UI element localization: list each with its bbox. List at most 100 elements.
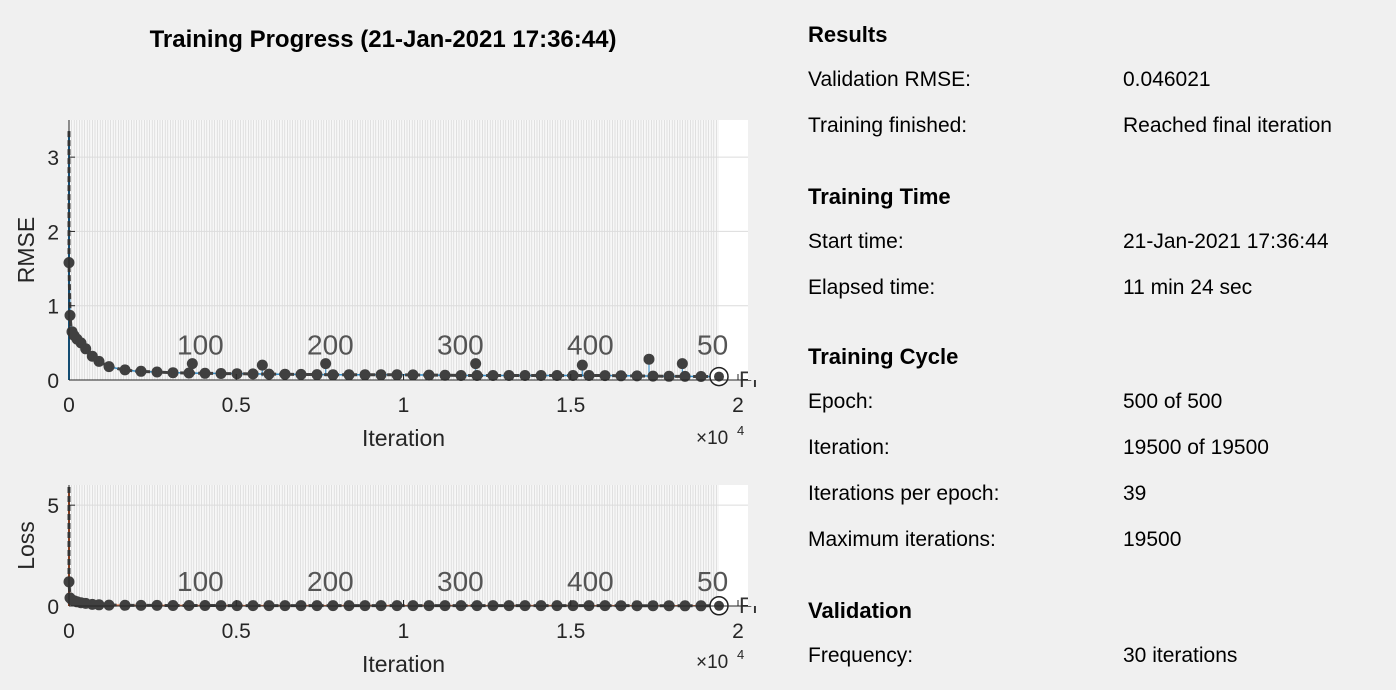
- validation-point: [343, 369, 355, 381]
- epoch-label: Epoch:: [808, 390, 874, 413]
- epoch-label: 200: [307, 330, 354, 361]
- x-tick-label: 0: [63, 394, 75, 417]
- validation-point: [535, 370, 547, 381]
- validation-point: [80, 343, 92, 355]
- iteration-label: Iteration:: [808, 436, 890, 459]
- training-charts: 10020030040050Fi00.511.520123IterationRM…: [13, 60, 790, 677]
- x-tick-label: 0: [63, 620, 75, 643]
- validation-point: [103, 599, 115, 611]
- y-axis-label: RMSE: [13, 217, 39, 283]
- validation-point: [119, 364, 131, 376]
- validation-point: [167, 367, 179, 379]
- y-tick-label: 3: [47, 147, 59, 170]
- training-time-heading: Training Time: [808, 184, 951, 209]
- validation-point: [359, 369, 371, 381]
- validation-point: [391, 369, 403, 381]
- iterations-per-epoch-value: 39: [1123, 482, 1147, 505]
- plot-area: [69, 120, 748, 380]
- x-axis-label: Iteration: [362, 651, 445, 677]
- frequency-value: 30 iterations: [1123, 644, 1238, 667]
- validation-point: [151, 366, 163, 378]
- validation-point: [135, 599, 147, 611]
- epoch-label: 100: [177, 566, 224, 597]
- x-exponent-power: 4: [737, 647, 744, 662]
- validation-point: [135, 365, 147, 377]
- results-heading: Results: [808, 22, 888, 47]
- final-point: [714, 371, 724, 382]
- x-exponent-power: 4: [737, 423, 744, 438]
- epoch-label: 100: [177, 330, 224, 361]
- validation-point: [231, 368, 243, 380]
- rmse-chart: 10020030040050Fi00.511.520123IterationRM…: [13, 60, 790, 451]
- x-exponent-label: ×10: [696, 428, 728, 449]
- validation-point: [320, 358, 332, 370]
- x-exponent-label: ×10: [696, 652, 728, 673]
- validation-point: [93, 599, 105, 611]
- validation-point: [183, 367, 195, 379]
- x-tick-label: 1: [398, 394, 410, 417]
- right-mask: [748, 425, 790, 606]
- epoch-label: 50: [697, 330, 728, 361]
- validation-point: [93, 355, 105, 367]
- validation-point: [567, 370, 579, 381]
- validation-point: [119, 599, 131, 611]
- validation-point: [679, 370, 691, 382]
- epoch-label: 300: [437, 330, 484, 361]
- validation-point: [695, 371, 707, 382]
- validation-point: [256, 359, 268, 371]
- validation-point: [615, 370, 627, 382]
- x-tick-label: 1.5: [556, 394, 585, 417]
- validation-point: [64, 309, 76, 321]
- validation-rmse-value: 0.046021: [1123, 68, 1211, 91]
- validation-point: [470, 358, 482, 370]
- validation-point: [247, 368, 259, 380]
- epoch-lines: [71, 120, 717, 380]
- right-mask: [748, 60, 790, 380]
- validation-point: [599, 370, 611, 382]
- x-tick-label: 0.5: [222, 620, 251, 643]
- validation-point: [647, 370, 659, 382]
- start-time-value: 21-Jan-2021 17:36:44: [1123, 230, 1329, 253]
- maximum-iterations-label: Maximum iterations:: [808, 528, 996, 551]
- epoch-shading: [69, 120, 719, 380]
- validation-point: [503, 370, 515, 381]
- validation-point: [676, 358, 688, 370]
- validation-point: [186, 358, 198, 370]
- y-tick-label: 2: [47, 221, 59, 244]
- validation-rmse-label: Validation RMSE:: [808, 68, 972, 91]
- validation-point: [199, 367, 211, 379]
- epoch-shading: [69, 485, 719, 606]
- x-tick-label: 2: [732, 620, 744, 643]
- epoch-label: 300: [437, 566, 484, 597]
- validation-point: [551, 370, 563, 381]
- elapsed-time-label: Elapsed time:: [808, 276, 936, 299]
- epoch-value: 500 of 500: [1123, 390, 1223, 413]
- validation-point: [311, 369, 323, 381]
- validation-point: [279, 368, 291, 380]
- epoch-lines: [71, 485, 717, 606]
- x-tick-label: 0.5: [222, 394, 251, 417]
- validation-point: [519, 370, 531, 381]
- y-axis-label: Loss: [13, 521, 39, 570]
- training-finished-value: Reached final iteration: [1123, 114, 1332, 137]
- validation-point: [375, 369, 387, 381]
- x-tick-label: 1: [398, 620, 410, 643]
- epoch-label: 200: [307, 566, 354, 597]
- validation-point: [439, 369, 451, 381]
- epoch-label: 400: [567, 566, 614, 597]
- iteration-value: 19500 of 19500: [1123, 436, 1269, 459]
- epoch-label: 50: [697, 566, 728, 597]
- validation-point: [471, 370, 483, 381]
- elapsed-time-value: 11 min 24 sec: [1123, 276, 1253, 299]
- validation-point: [487, 370, 499, 381]
- y-tick-label: 5: [47, 495, 59, 518]
- iterations-per-epoch-label: Iterations per epoch:: [808, 482, 1000, 505]
- validation-point: [455, 370, 467, 381]
- page-title: Training Progress (21-Jan-2021 17:36:44): [149, 26, 617, 53]
- x-tick-label: 2: [732, 394, 744, 417]
- training-cycle-heading: Training Cycle: [808, 344, 959, 369]
- validation-point: [663, 370, 675, 382]
- y-tick-label: 0: [47, 596, 59, 619]
- validation-point: [103, 361, 115, 373]
- epoch-label: 400: [567, 330, 614, 361]
